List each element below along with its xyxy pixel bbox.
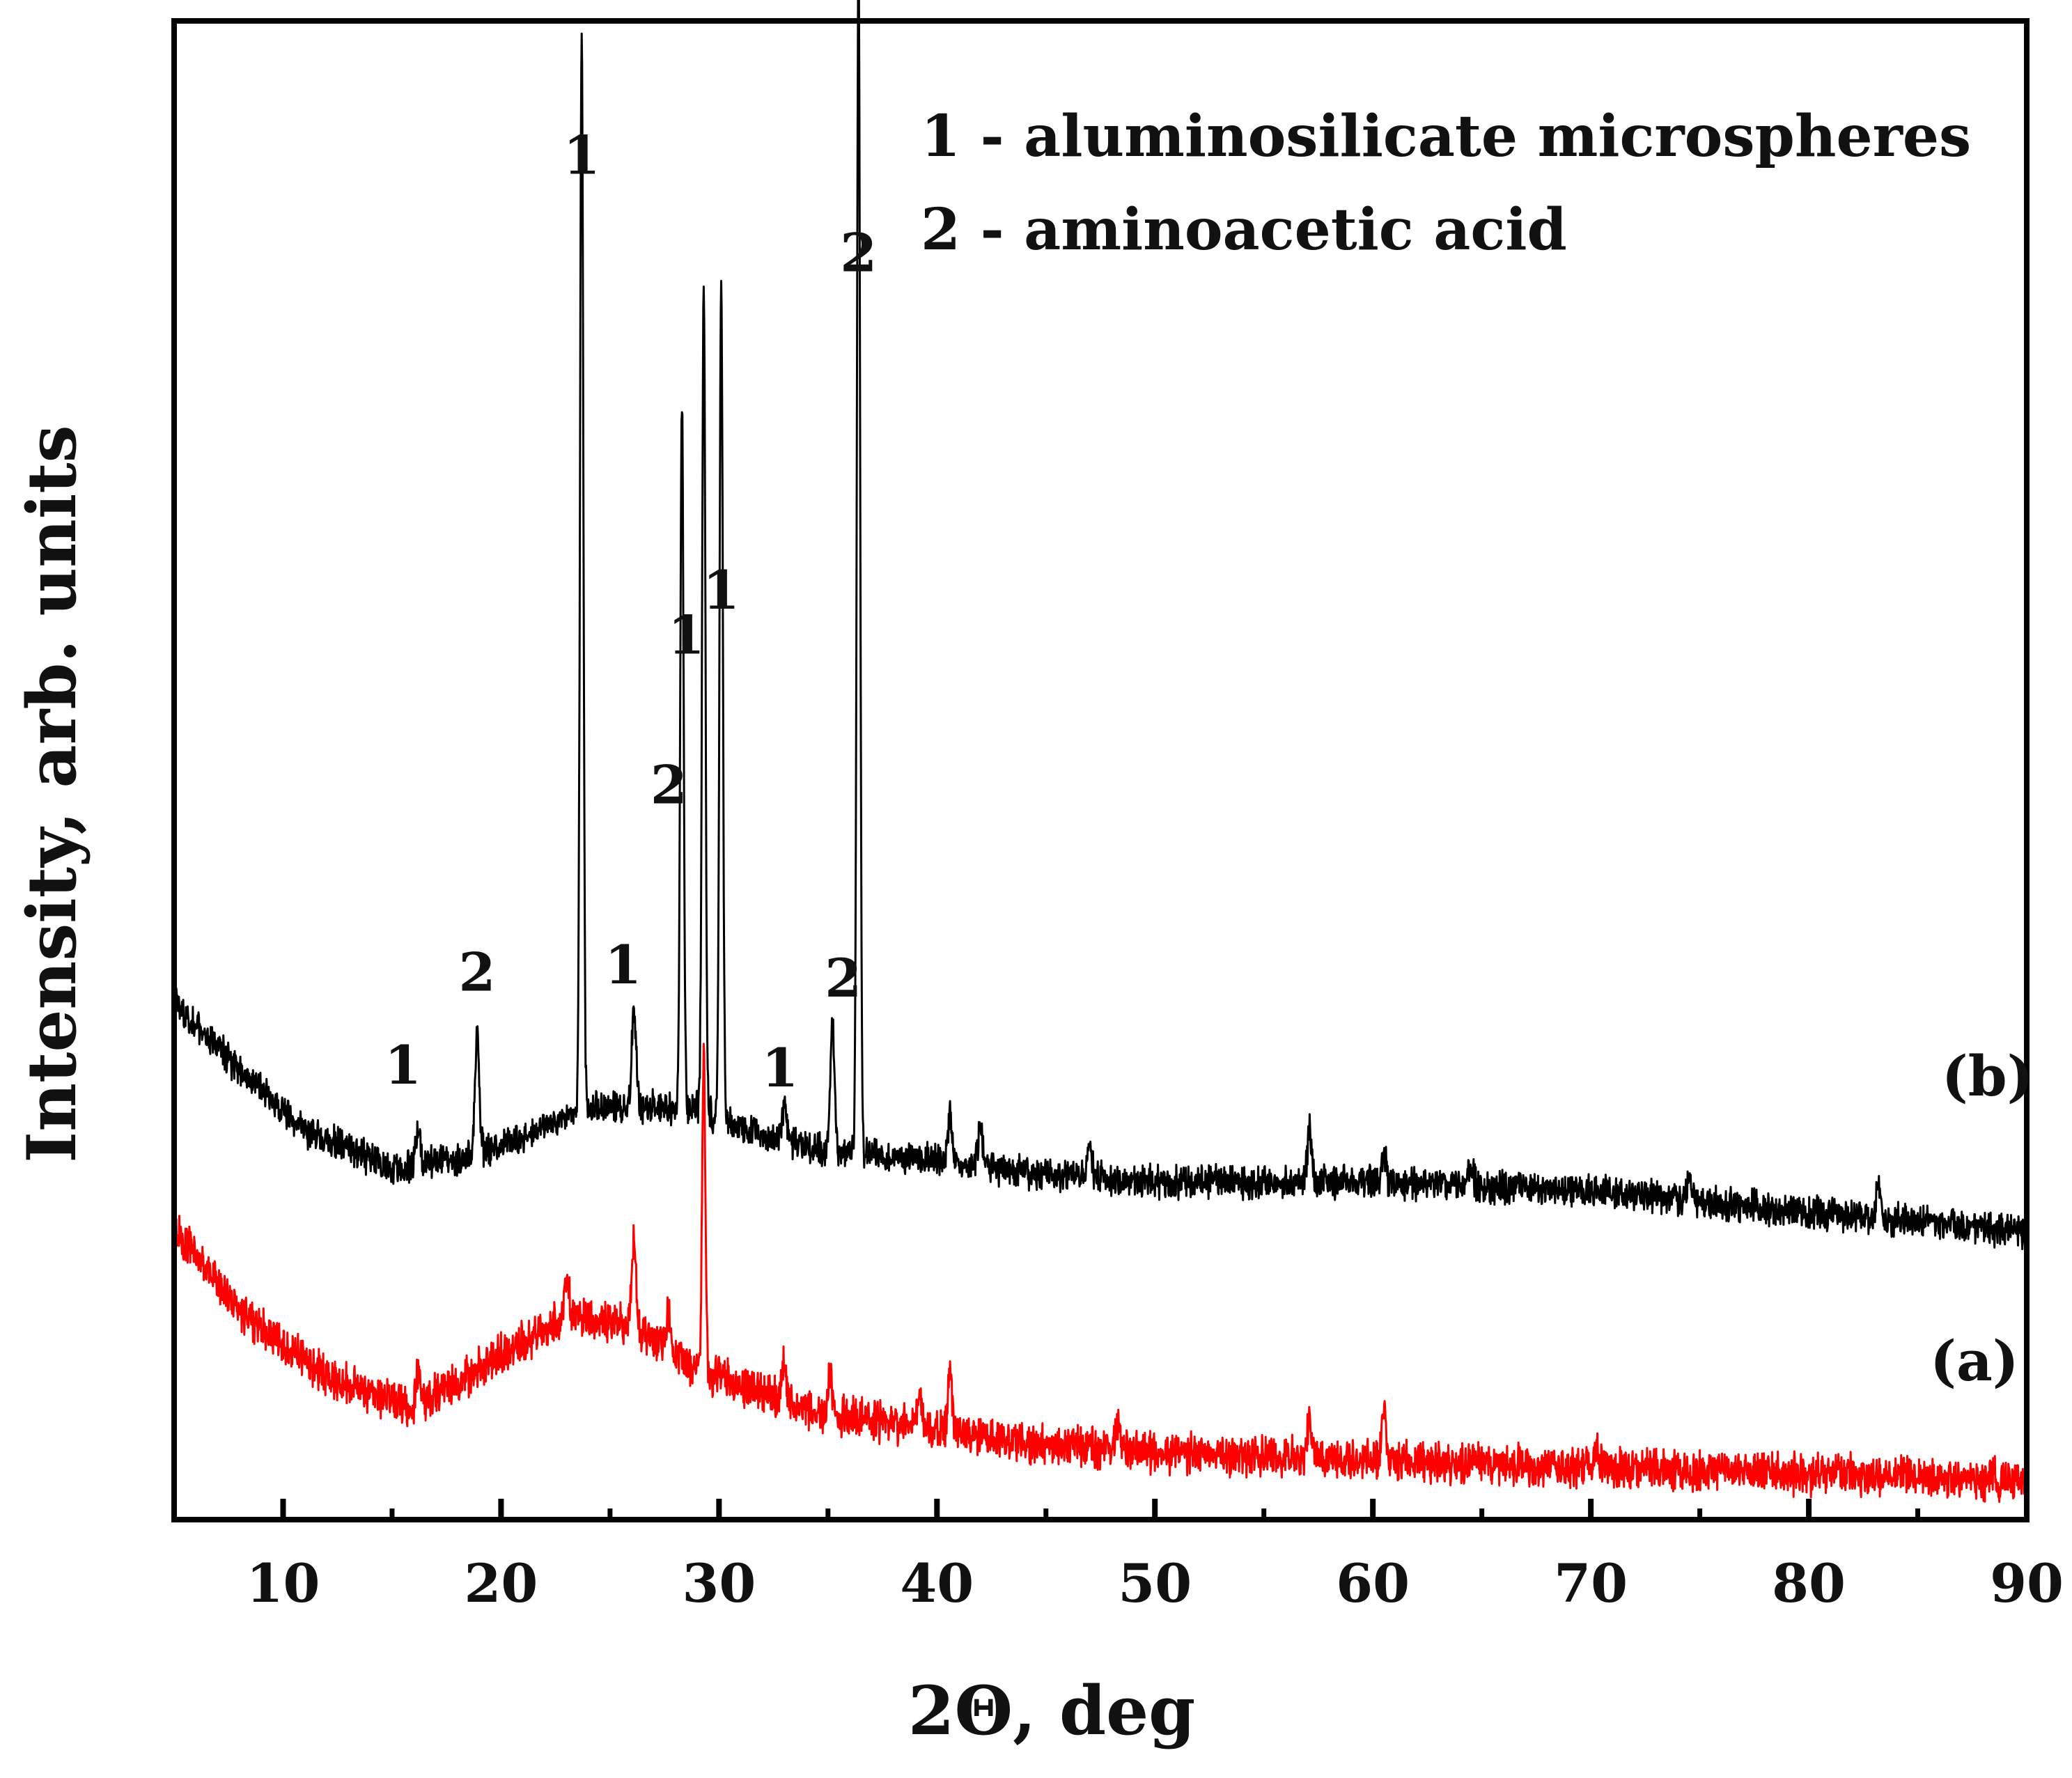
legend-entry-2: 2 - aminoacetic acid (921, 196, 1567, 263)
series-line-a (173, 1043, 2028, 1503)
x-tick-label: 20 (465, 1552, 538, 1614)
x-axis-tick-labels: 10 20 30 40 50 60 70 80 90 (247, 1552, 2064, 1614)
peak-label: 1 (605, 934, 641, 996)
x-tick-label: 90 (1990, 1552, 2064, 1614)
peak-label: 1 (703, 559, 740, 621)
x-axis-ticks (280, 1499, 1921, 1520)
series-label-b: (b) (1942, 1043, 2034, 1109)
peak-label: 1 (563, 125, 600, 187)
x-axis-title: 2Θ, deg (908, 1671, 1196, 1750)
peak-label: 2 (825, 947, 862, 1009)
x-tick-label: 40 (900, 1552, 974, 1614)
y-axis-title: Intensity, arb. units (13, 425, 91, 1162)
peak-label: 2 (459, 942, 496, 1004)
plot-frame (171, 18, 2030, 1522)
x-tick-label: 60 (1336, 1552, 1410, 1614)
x-tick-label: 30 (682, 1552, 756, 1614)
series-label-a: (a) (1930, 1328, 2019, 1394)
legend: 1 - aluminosilicate microspheres 2 - ami… (921, 103, 1971, 263)
x-tick-label: 70 (1554, 1552, 1628, 1614)
peak-label: 1 (384, 1034, 421, 1096)
peak-label: 2 (840, 222, 877, 284)
peak-label: 1 (668, 604, 705, 666)
series-line-b (173, 0, 2028, 1250)
series-layer (173, 0, 2028, 1503)
x-tick-label: 50 (1118, 1552, 1192, 1614)
peak-label: 2 (651, 754, 687, 816)
x-tick-label: 80 (1772, 1552, 1846, 1614)
x-tick-label: 10 (247, 1552, 320, 1614)
peak-label: 1 (762, 1037, 799, 1099)
legend-entry-1: 1 - aluminosilicate microspheres (921, 103, 1971, 170)
